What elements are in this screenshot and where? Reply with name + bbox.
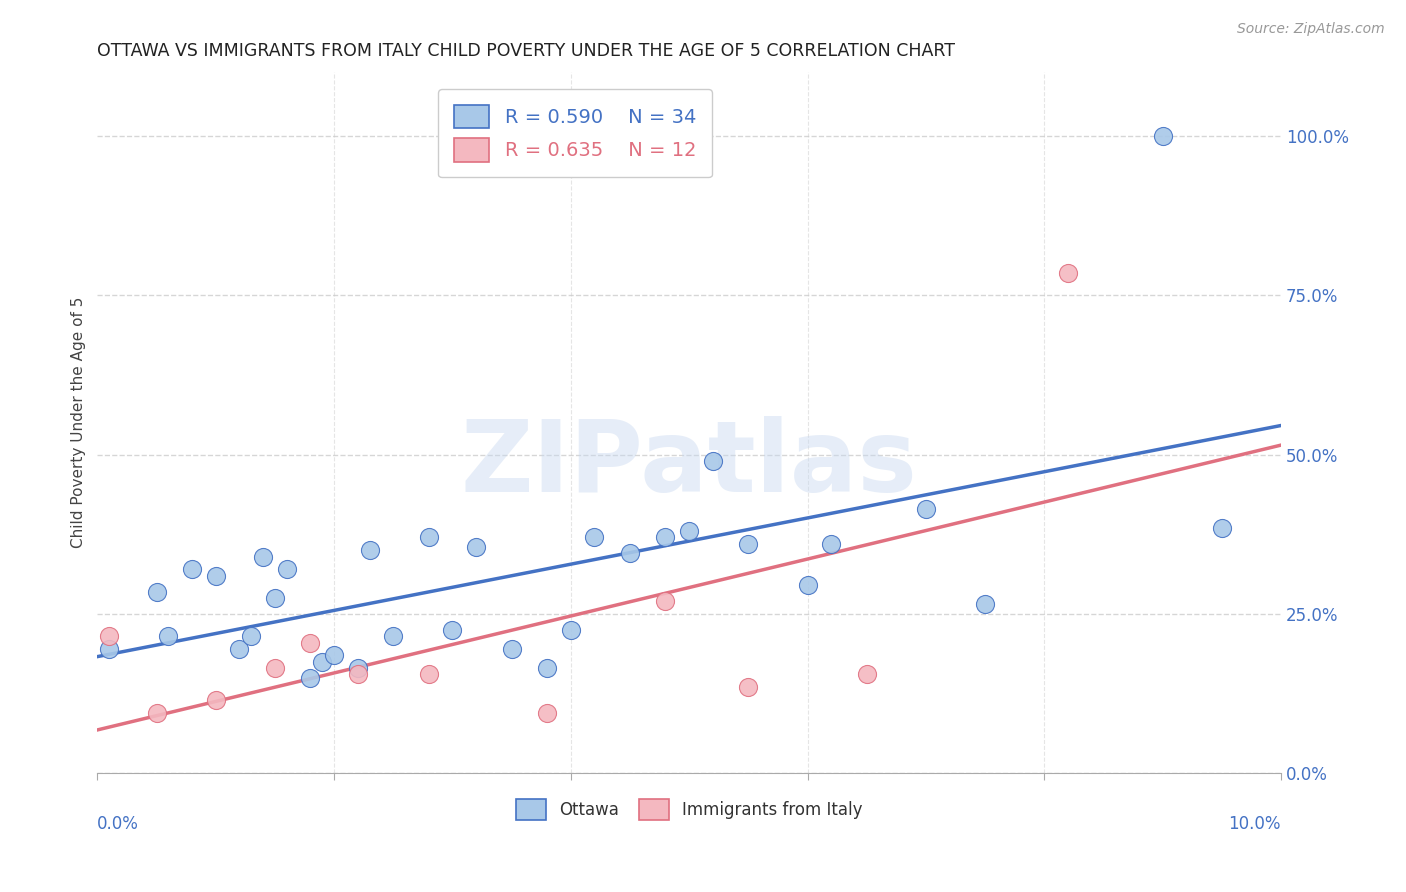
Text: Source: ZipAtlas.com: Source: ZipAtlas.com (1237, 22, 1385, 37)
Text: OTTAWA VS IMMIGRANTS FROM ITALY CHILD POVERTY UNDER THE AGE OF 5 CORRELATION CHA: OTTAWA VS IMMIGRANTS FROM ITALY CHILD PO… (97, 42, 955, 60)
Legend: Ottawa, Immigrants from Italy: Ottawa, Immigrants from Italy (508, 791, 870, 828)
Text: ZIPatlas: ZIPatlas (461, 417, 918, 514)
Text: 10.0%: 10.0% (1229, 815, 1281, 833)
Text: 0.0%: 0.0% (97, 815, 139, 833)
Y-axis label: Child Poverty Under the Age of 5: Child Poverty Under the Age of 5 (72, 297, 86, 549)
